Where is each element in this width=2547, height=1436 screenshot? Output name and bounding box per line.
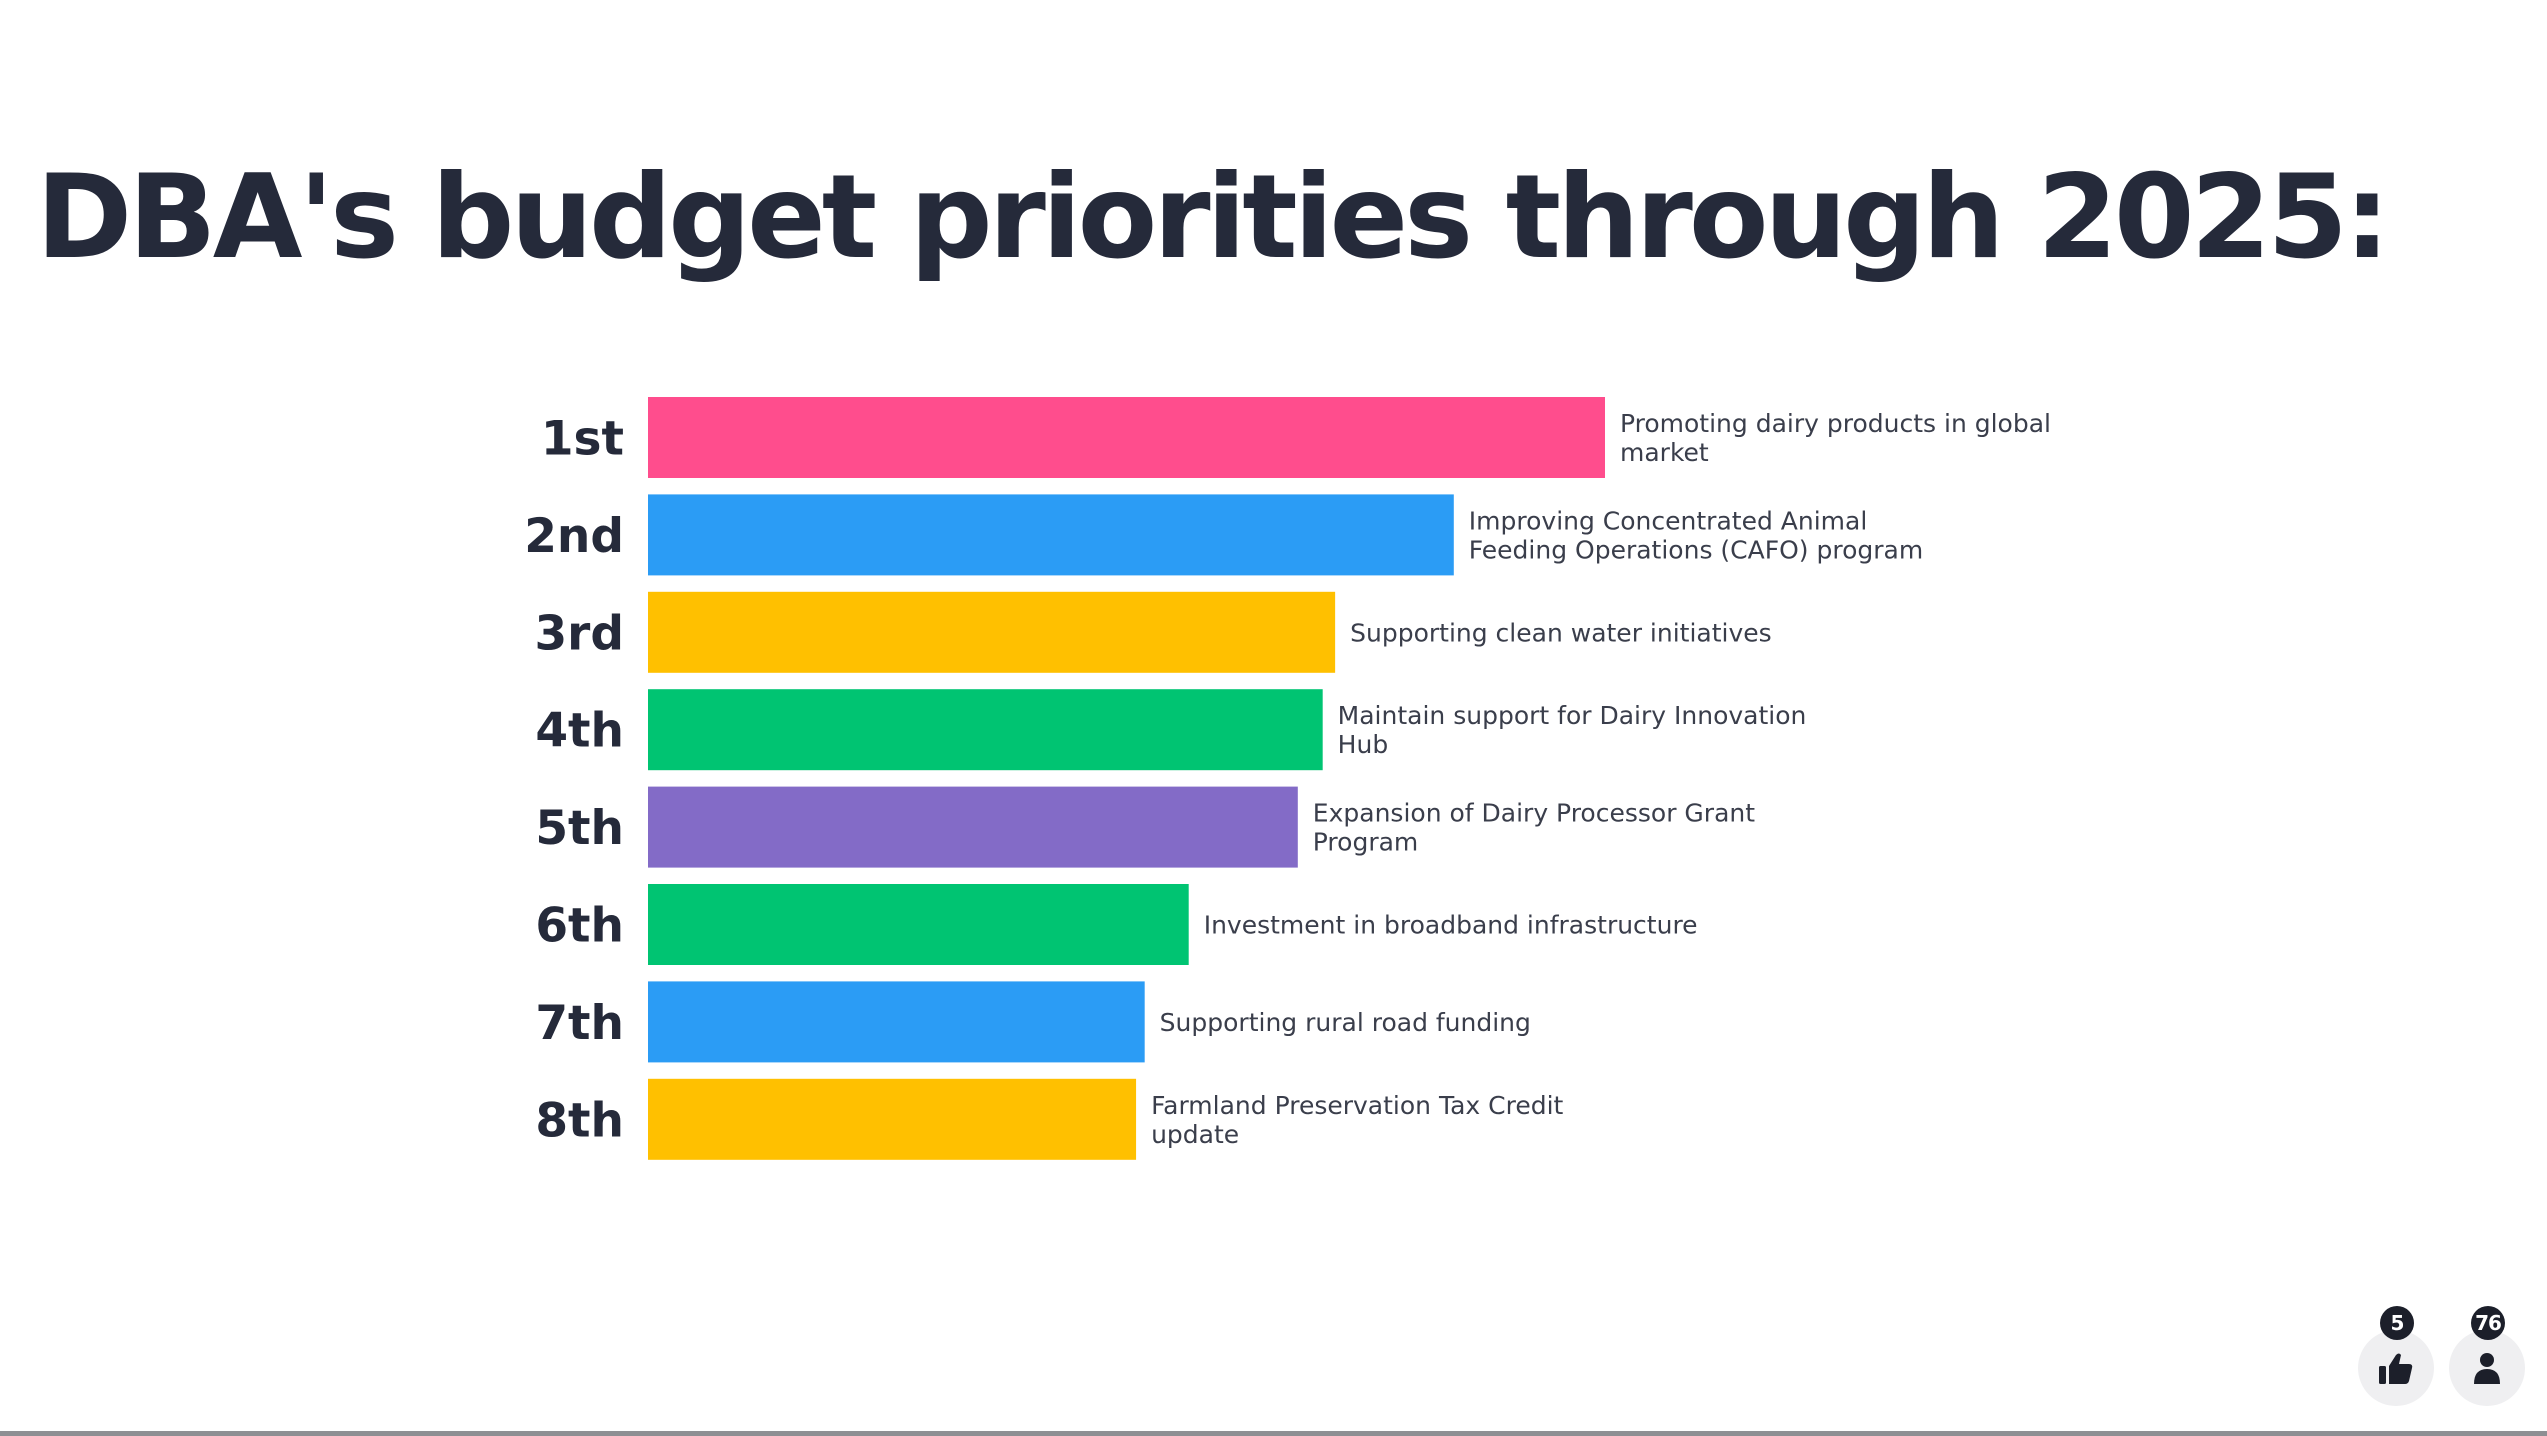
like-count-badge: 5 xyxy=(2380,1306,2414,1340)
bar-label: Investment in broadband infrastructure xyxy=(1204,911,1698,940)
rank-label: 5th xyxy=(535,801,624,856)
bar-label-line: Program xyxy=(1313,828,1418,857)
bar-label-line: Investment in broadband infrastructure xyxy=(1204,911,1698,940)
rank-label: 3rd xyxy=(534,606,624,661)
bar xyxy=(648,397,1605,478)
person-icon xyxy=(2474,1353,2500,1384)
rank-label: 2nd xyxy=(524,509,624,564)
bar-label-line: Hub xyxy=(1338,730,1389,759)
bar-label: Farmland Preservation Tax Credit update xyxy=(1151,1091,1563,1149)
bar xyxy=(648,689,1323,771)
bar-label-line: Maintain support for Dairy Innovation xyxy=(1338,701,1807,730)
bar-label: Supporting rural road funding xyxy=(1160,1008,1531,1037)
bar-label-line: Promoting dairy products in global xyxy=(1620,409,2051,438)
bar xyxy=(648,786,1298,868)
bottom-divider xyxy=(0,1431,2547,1436)
bar-label-line: Improving Concentrated Animal xyxy=(1469,506,1868,535)
rank-label: 7th xyxy=(535,996,624,1051)
like-button[interactable]: 5 xyxy=(2358,1306,2434,1406)
bar-label-line: market xyxy=(1620,438,1709,467)
bar xyxy=(648,884,1189,965)
bar-label-line: Farmland Preservation Tax Credit xyxy=(1151,1091,1563,1120)
rank-label: 8th xyxy=(535,1093,624,1148)
bar-label: Improving Concentrated Animal Feeding Ope… xyxy=(1469,506,1923,564)
participants-button[interactable]: 76 xyxy=(2449,1306,2525,1406)
bar-label: Maintain support for Dairy Innovation Hub xyxy=(1338,701,1807,759)
bar xyxy=(648,494,1454,576)
rank-label: 6th xyxy=(535,899,624,954)
rank-label: 1st xyxy=(541,412,624,467)
bar xyxy=(648,1078,1137,1160)
bar-label-line: Supporting clean water initiatives xyxy=(1350,618,1772,647)
page-title: DBA's budget priorities through 2025: xyxy=(36,150,2390,285)
bar-label-line: Feeding Operations (CAFO) program xyxy=(1469,535,1923,564)
bar xyxy=(648,591,1336,673)
participant-count-badge: 76 xyxy=(2471,1306,2505,1340)
bar-label-line: update xyxy=(1151,1120,1239,1149)
thumbs-up-icon xyxy=(2379,1353,2413,1384)
rank-label: 4th xyxy=(535,704,624,759)
bar-label: Expansion of Dairy Processor Grant Progra… xyxy=(1313,799,1755,857)
bar-label-line: Supporting rural road funding xyxy=(1160,1008,1531,1037)
bar xyxy=(648,981,1145,1063)
bar-group: 1st Promoting dairy products in global mar… xyxy=(524,397,2051,1160)
bar-label: Supporting clean water initiatives xyxy=(1350,618,1772,647)
bar-label-line: Expansion of Dairy Processor Grant xyxy=(1313,799,1755,828)
bar-label: Promoting dairy products in global market xyxy=(1620,409,2051,467)
